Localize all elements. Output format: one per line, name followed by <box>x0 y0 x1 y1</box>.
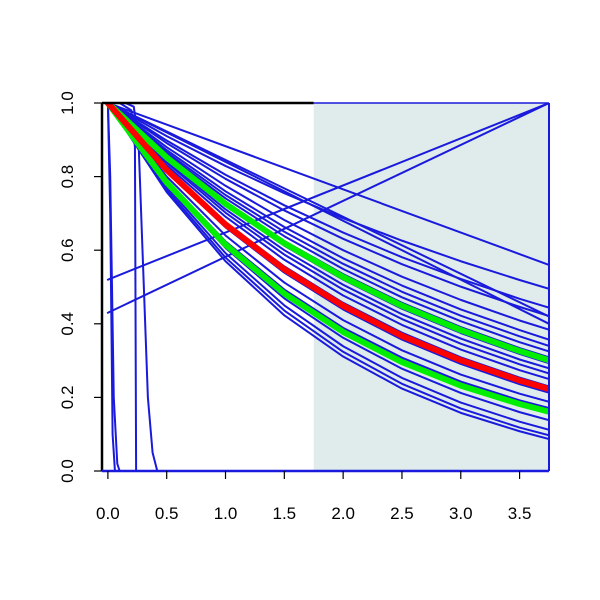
x-tick-label: 1.0 <box>214 504 238 523</box>
series-line <box>106 103 549 347</box>
bound-curve <box>104 103 549 415</box>
series-line <box>106 103 549 370</box>
series-line <box>106 103 549 318</box>
x-tick-label: 3.0 <box>449 504 473 523</box>
series-line <box>106 103 549 341</box>
x-tick-label: 2.5 <box>390 504 414 523</box>
series-line <box>106 103 549 325</box>
series-line <box>106 103 138 471</box>
series-line <box>106 103 549 309</box>
y-tick-label: 1.0 <box>58 91 77 115</box>
y-axis: 0.0 0.2 0.4 0.6 0.8 1.0 <box>58 91 102 483</box>
plot-frame <box>100 101 550 473</box>
y-tick-label: 0.8 <box>58 165 77 189</box>
series-line <box>106 103 549 353</box>
series-line <box>106 103 549 314</box>
series-line <box>106 103 549 281</box>
series-line <box>106 103 549 431</box>
x-tick-label: 0.0 <box>96 504 120 523</box>
x-tick-label: 2.0 <box>331 504 355 523</box>
bound-curve <box>104 103 549 364</box>
x-tick-label: 0.5 <box>155 504 179 523</box>
x-tick-label: 1.5 <box>273 504 297 523</box>
y-tick-label: 0.2 <box>58 386 77 410</box>
series-line <box>106 103 549 266</box>
central-curve <box>104 103 549 392</box>
y-tick-label: 0.0 <box>58 459 77 483</box>
series-line <box>106 103 549 440</box>
y-tick-label: 0.4 <box>58 312 77 336</box>
x-tick-label: 3.5 <box>508 504 532 523</box>
series-line <box>106 103 549 437</box>
series-line <box>106 103 549 375</box>
series-line <box>106 103 549 403</box>
series-line <box>106 103 549 331</box>
y-tick-label: 0.6 <box>58 238 77 262</box>
series-line <box>106 103 549 318</box>
series-line <box>106 103 121 471</box>
series-line <box>106 103 549 380</box>
x-axis: 0.0 0.5 1.0 1.5 2.0 2.5 3.0 3.5 <box>96 471 531 523</box>
series-line <box>106 103 549 290</box>
